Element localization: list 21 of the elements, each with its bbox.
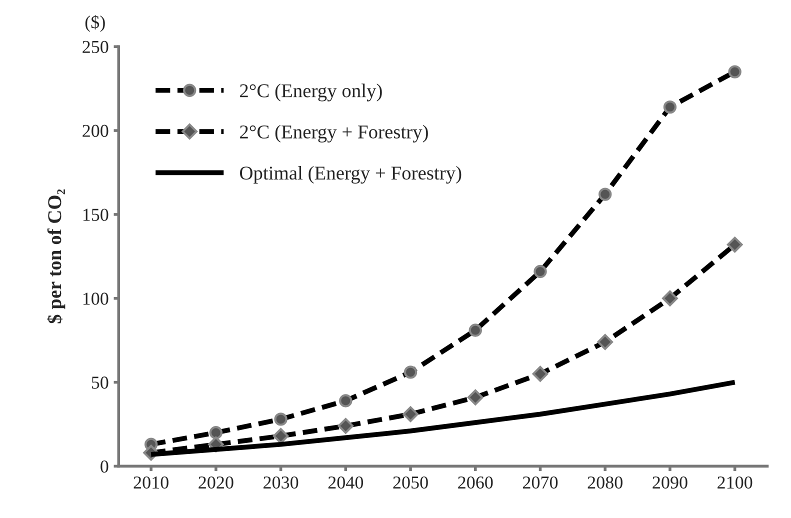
x-tick-label: 2050 (393, 476, 428, 489)
x-tick-label: 2010 (134, 476, 168, 489)
x-tick-label: 2090 (652, 476, 688, 489)
x-tick-label: 2100 (718, 476, 752, 489)
legend-label: 2°C (Energy only) (240, 84, 382, 102)
x-tick-label: 2040 (328, 476, 364, 489)
text: ($) (85, 15, 105, 32)
y-tick-label: 150 (83, 208, 108, 221)
x-tick-label: 2030 (264, 476, 298, 489)
x-tick-label: 2070 (522, 476, 558, 489)
y-tick-label: 100 (83, 292, 108, 305)
x-tick-label: 2020 (198, 476, 234, 489)
y-tick-label: 0 (100, 460, 108, 473)
y-tick-label: 200 (82, 124, 108, 137)
y-axis-title: $ per ton of CO₂ (46, 189, 66, 324)
legend-label: 2°C (Energy + Forestry) (240, 124, 428, 143)
legend-label: Optimal (Energy + Forestry) (240, 166, 462, 184)
x-tick-label: 2080 (588, 476, 622, 489)
y-tick-label: 50 (92, 376, 108, 389)
y-tick-label: 250 (82, 40, 108, 54)
x-tick-label: 2060 (458, 476, 493, 489)
